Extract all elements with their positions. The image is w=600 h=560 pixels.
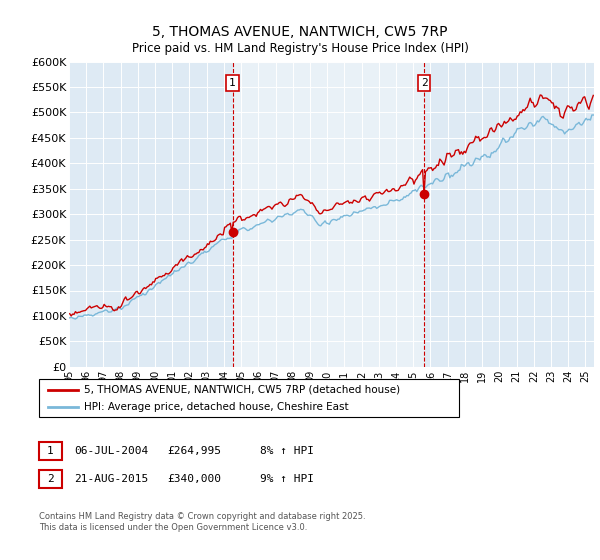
Text: 5, THOMAS AVENUE, NANTWICH, CW5 7RP (detached house): 5, THOMAS AVENUE, NANTWICH, CW5 7RP (det… [84,385,400,395]
Text: Price paid vs. HM Land Registry's House Price Index (HPI): Price paid vs. HM Land Registry's House … [131,42,469,55]
Text: 8% ↑ HPI: 8% ↑ HPI [260,446,314,456]
Text: HPI: Average price, detached house, Cheshire East: HPI: Average price, detached house, Ches… [84,402,349,412]
Text: 2: 2 [47,474,54,484]
Text: 06-JUL-2004: 06-JUL-2004 [74,446,148,456]
Text: 1: 1 [47,446,54,456]
Text: Contains HM Land Registry data © Crown copyright and database right 2025.
This d: Contains HM Land Registry data © Crown c… [39,512,365,532]
Bar [233,62,424,367]
Text: 5, THOMAS AVENUE, NANTWICH, CW5 7RP: 5, THOMAS AVENUE, NANTWICH, CW5 7RP [152,25,448,39]
Text: £264,995: £264,995 [167,446,221,456]
Text: 1: 1 [229,78,236,88]
Text: £340,000: £340,000 [167,474,221,484]
Text: 2: 2 [421,78,427,88]
Text: 9% ↑ HPI: 9% ↑ HPI [260,474,314,484]
Text: 21-AUG-2015: 21-AUG-2015 [74,474,148,484]
